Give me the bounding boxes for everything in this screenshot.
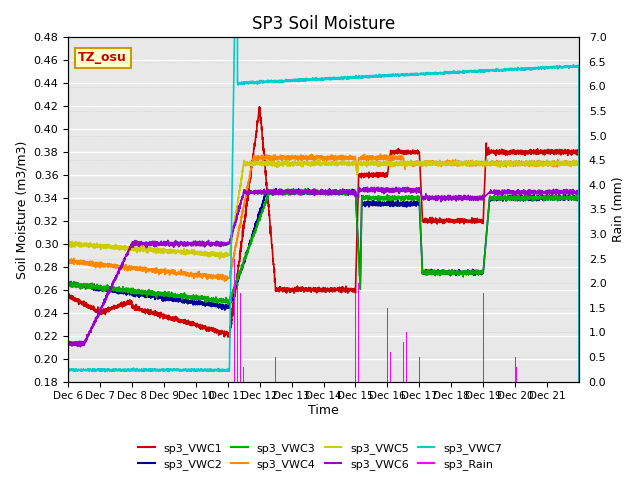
- Line: sp3_VWC3: sp3_VWC3: [68, 189, 579, 480]
- Y-axis label: Rain (mm): Rain (mm): [612, 177, 625, 242]
- sp3_VWC3: [382, 197, 390, 203]
- sp3_VWC7: [527, 66, 534, 72]
- sp3_VWC3: [373, 197, 381, 203]
- Text: TZ_osu: TZ_osu: [78, 51, 127, 64]
- sp3_VWC6: [173, 239, 181, 245]
- Title: SP3 Soil Moisture: SP3 Soil Moisture: [252, 15, 395, 33]
- sp3_VWC1: [373, 172, 381, 178]
- X-axis label: Time: Time: [308, 404, 339, 417]
- sp3_VWC7: [173, 366, 181, 372]
- sp3_VWC2: [527, 195, 534, 201]
- sp3_VWC5: [575, 159, 582, 165]
- sp3_VWC4: [382, 155, 390, 160]
- sp3_VWC6: [527, 188, 534, 194]
- sp3_VWC5: [382, 162, 390, 168]
- sp3_VWC3: [207, 298, 214, 303]
- sp3_VWC1: [382, 172, 390, 178]
- sp3_VWC5: [527, 161, 534, 167]
- sp3_VWC2: [173, 299, 181, 304]
- sp3_VWC3: [301, 186, 309, 192]
- sp3_VWC2: [575, 194, 582, 200]
- sp3_VWC3: [527, 195, 534, 201]
- sp3_VWC3: [173, 291, 181, 297]
- sp3_VWC1: [207, 326, 214, 332]
- sp3_VWC7: [382, 72, 390, 78]
- sp3_VWC4: [64, 258, 72, 264]
- sp3_VWC1: [255, 104, 263, 110]
- sp3_VWC4: [207, 273, 214, 279]
- sp3_VWC7: [575, 63, 582, 69]
- sp3_VWC2: [272, 186, 280, 192]
- sp3_VWC3: [575, 193, 582, 199]
- sp3_VWC6: [374, 184, 382, 190]
- Line: sp3_VWC6: sp3_VWC6: [68, 187, 579, 480]
- Y-axis label: Soil Moisture (m3/m3): Soil Moisture (m3/m3): [15, 140, 28, 278]
- sp3_VWC2: [207, 302, 214, 308]
- sp3_VWC6: [373, 186, 381, 192]
- sp3_VWC6: [575, 190, 582, 195]
- sp3_VWC2: [382, 202, 390, 208]
- sp3_VWC6: [382, 186, 390, 192]
- sp3_VWC7: [207, 367, 214, 372]
- sp3_VWC6: [64, 342, 72, 348]
- sp3_VWC1: [173, 318, 181, 324]
- sp3_VWC4: [173, 271, 181, 276]
- sp3_VWC4: [575, 161, 582, 167]
- Line: sp3_VWC7: sp3_VWC7: [68, 0, 579, 480]
- sp3_VWC2: [373, 200, 381, 206]
- sp3_VWC1: [575, 147, 582, 153]
- sp3_VWC6: [207, 241, 214, 247]
- sp3_VWC5: [207, 250, 214, 255]
- Legend: sp3_VWC1, sp3_VWC2, sp3_VWC3, sp3_VWC4, sp3_VWC5, sp3_VWC6, sp3_VWC7, sp3_Rain: sp3_VWC1, sp3_VWC2, sp3_VWC3, sp3_VWC4, …: [133, 438, 507, 474]
- sp3_VWC4: [376, 151, 384, 157]
- sp3_VWC5: [64, 241, 72, 247]
- sp3_VWC5: [314, 156, 322, 161]
- sp3_VWC4: [527, 161, 534, 167]
- sp3_VWC7: [373, 73, 381, 79]
- sp3_VWC4: [373, 156, 381, 162]
- sp3_VWC5: [173, 248, 181, 253]
- Line: sp3_VWC1: sp3_VWC1: [68, 107, 579, 480]
- Line: sp3_VWC2: sp3_VWC2: [68, 189, 579, 480]
- Line: sp3_VWC4: sp3_VWC4: [68, 154, 579, 480]
- Line: sp3_VWC5: sp3_VWC5: [68, 158, 579, 480]
- sp3_VWC2: [64, 283, 72, 288]
- sp3_VWC5: [373, 160, 381, 166]
- sp3_VWC1: [527, 146, 534, 152]
- sp3_VWC7: [64, 368, 72, 374]
- sp3_VWC3: [64, 281, 72, 287]
- sp3_VWC1: [64, 292, 72, 298]
